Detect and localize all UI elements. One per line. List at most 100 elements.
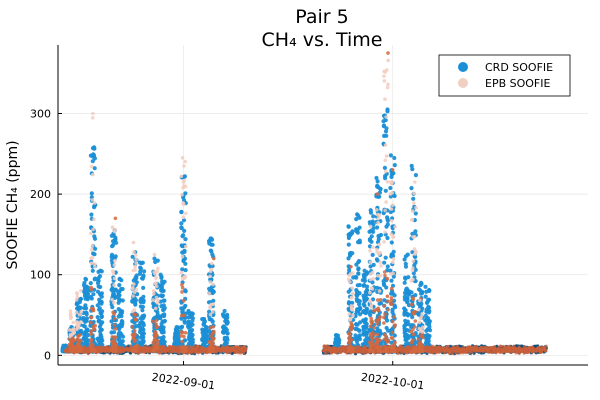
data-point xyxy=(403,318,408,323)
data-point xyxy=(141,285,146,290)
data-point xyxy=(402,257,407,262)
data-point xyxy=(116,290,121,295)
data-point xyxy=(84,310,89,315)
data-point xyxy=(357,240,362,245)
data-point xyxy=(209,237,215,242)
data-point xyxy=(375,184,380,189)
data-point xyxy=(396,351,400,355)
data-point xyxy=(348,253,353,258)
data-point xyxy=(225,331,230,336)
data-point xyxy=(368,264,373,269)
data-point xyxy=(100,320,105,325)
data-point xyxy=(512,344,516,348)
data-point xyxy=(210,288,215,293)
data-point xyxy=(182,320,187,325)
data-point xyxy=(451,352,455,356)
data-point xyxy=(377,194,382,199)
data-point xyxy=(77,299,82,305)
data-point xyxy=(354,227,359,232)
data-point xyxy=(79,349,83,353)
data-point xyxy=(426,304,431,309)
data-point xyxy=(203,334,208,339)
data-point xyxy=(363,318,368,323)
data-point xyxy=(159,288,164,293)
data-point xyxy=(117,283,122,288)
data-point xyxy=(111,330,117,335)
data-point xyxy=(183,289,188,294)
data-point xyxy=(410,231,415,236)
data-point xyxy=(120,298,125,303)
data-point xyxy=(96,319,101,324)
data-point xyxy=(355,283,360,288)
data-point xyxy=(96,269,101,274)
data-point xyxy=(370,297,376,302)
data-point xyxy=(385,109,390,114)
data-point xyxy=(392,163,397,168)
data-point xyxy=(417,287,422,293)
data-point xyxy=(141,298,146,303)
data-point xyxy=(360,342,365,347)
data-point xyxy=(179,221,184,226)
data-point xyxy=(392,155,397,161)
data-point xyxy=(424,334,429,340)
data-point xyxy=(362,299,367,304)
data-point xyxy=(370,280,375,285)
data-point xyxy=(88,281,93,286)
data-point xyxy=(389,252,394,257)
data-point xyxy=(427,319,432,324)
data-point xyxy=(499,344,503,348)
data-point xyxy=(139,261,144,266)
data-point xyxy=(374,175,379,181)
data-point xyxy=(383,129,389,134)
data-point xyxy=(89,195,94,200)
data-point xyxy=(355,322,360,327)
data-point xyxy=(413,254,418,259)
data-point xyxy=(91,111,95,116)
data-point xyxy=(99,314,104,320)
data-point xyxy=(85,327,90,332)
data-point xyxy=(74,298,79,302)
data-point xyxy=(544,344,548,348)
data-point xyxy=(221,314,226,319)
data-point xyxy=(385,218,390,223)
data-point xyxy=(71,349,76,353)
data-point xyxy=(357,312,363,317)
data-point xyxy=(389,291,394,296)
data-point xyxy=(120,286,125,292)
data-point xyxy=(141,294,146,299)
data-point xyxy=(364,284,370,289)
data-point xyxy=(183,303,188,308)
data-point xyxy=(111,242,116,248)
data-point xyxy=(244,346,248,350)
data-point xyxy=(385,215,390,220)
data-point xyxy=(383,188,388,193)
data-point xyxy=(90,268,95,273)
data-point xyxy=(381,279,386,284)
data-point xyxy=(361,283,366,288)
data-point xyxy=(183,237,188,242)
data-point xyxy=(361,325,367,330)
data-point xyxy=(71,320,76,325)
data-point xyxy=(182,248,187,253)
data-point xyxy=(175,332,180,337)
data-point xyxy=(116,338,122,343)
data-point xyxy=(97,306,102,311)
data-point xyxy=(119,332,124,338)
data-point xyxy=(427,324,432,329)
data-point xyxy=(382,260,387,265)
data-point xyxy=(89,332,93,336)
data-point xyxy=(209,249,214,254)
data-point xyxy=(79,328,84,333)
data-point xyxy=(95,315,100,320)
data-point xyxy=(77,312,82,317)
data-point xyxy=(180,324,185,329)
data-point xyxy=(79,289,83,293)
data-point xyxy=(175,327,180,332)
data-point xyxy=(160,313,165,318)
data-point xyxy=(140,338,145,344)
data-point xyxy=(382,165,387,170)
data-point xyxy=(388,153,393,158)
data-point xyxy=(402,280,407,285)
data-point xyxy=(375,225,380,230)
